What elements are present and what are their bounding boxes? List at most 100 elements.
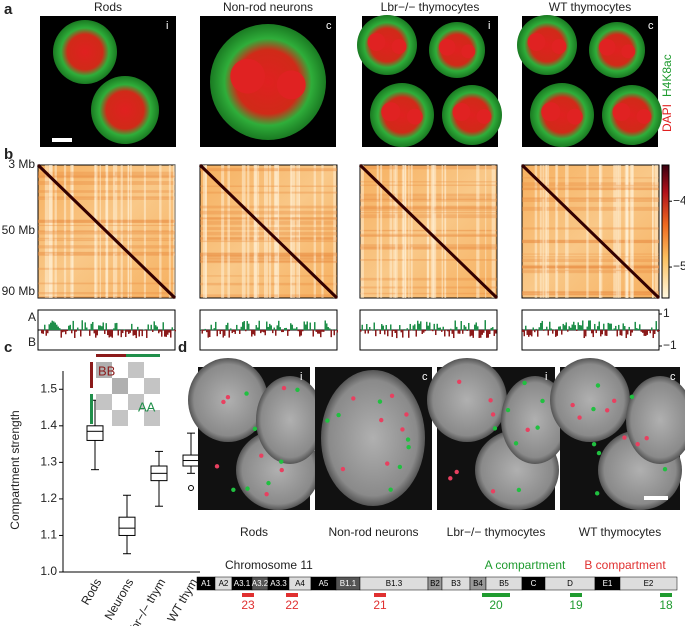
track-bar <box>294 328 296 330</box>
track-bar <box>628 326 630 330</box>
heatmap-stripe <box>200 205 337 209</box>
track-bar <box>364 330 366 334</box>
heatmap-stripe <box>393 165 396 298</box>
track-bar <box>603 323 605 330</box>
probe-label: 19 <box>569 598 583 612</box>
heatmap-stripe <box>200 231 337 236</box>
heatmap-stripe <box>565 165 569 298</box>
track-bar <box>240 326 242 330</box>
heatmap-stripe <box>159 165 162 298</box>
track-bar <box>275 330 277 336</box>
probe <box>242 593 254 597</box>
track-bar <box>53 321 55 330</box>
track-bar <box>586 326 588 330</box>
chromocenter <box>406 108 423 125</box>
colorbar-tick-label: −5 <box>673 259 685 273</box>
chromocenter <box>636 109 652 124</box>
probe <box>570 593 582 597</box>
nucleus <box>517 15 577 75</box>
track-bar <box>117 330 119 336</box>
heatmap-stripe <box>173 165 176 298</box>
track-bar <box>417 320 419 330</box>
track-bar <box>552 330 554 334</box>
track-bar <box>204 328 206 330</box>
fish-spot <box>591 441 597 447</box>
heatmap-stripe <box>274 165 279 298</box>
track-bar <box>562 323 564 330</box>
track-bar <box>619 330 621 336</box>
track-bar <box>469 330 471 337</box>
track-bar <box>228 330 230 338</box>
fish-spot <box>454 469 459 475</box>
track-bar <box>312 330 314 337</box>
track-bar <box>249 330 251 331</box>
track-bar <box>403 329 405 330</box>
track-bar <box>466 330 468 331</box>
heatmap-stripe <box>200 258 337 263</box>
fish-spot <box>340 466 346 472</box>
track-bar <box>63 330 65 332</box>
heatmap-stripe <box>444 165 447 298</box>
heatmap-stripe <box>200 261 337 264</box>
probe <box>286 593 298 597</box>
y-tick-label: 1.5 <box>40 381 57 395</box>
track-bar <box>44 324 46 330</box>
heatmap-stripe <box>241 165 246 298</box>
track-bar <box>648 330 650 331</box>
track-bar <box>128 330 130 334</box>
track-bar <box>48 324 50 330</box>
fish-spot <box>295 387 300 392</box>
track-bar <box>132 330 134 336</box>
track-bar <box>260 330 262 334</box>
track-bar <box>637 328 639 330</box>
track-bar <box>474 324 476 330</box>
track-bar <box>245 330 247 332</box>
nucleus <box>256 376 324 464</box>
track-bar <box>481 330 483 335</box>
track-bar <box>269 323 271 330</box>
chromocenter <box>452 103 471 121</box>
heatmap-stripe <box>277 165 280 298</box>
fish-spot <box>406 445 411 450</box>
inset-cell <box>144 378 160 394</box>
heatmap-stripe <box>99 165 101 298</box>
heatmap-stripe <box>333 165 336 298</box>
fish-spot <box>405 437 411 442</box>
track-bar <box>72 320 74 330</box>
fish-spot <box>389 393 395 398</box>
track-bar <box>600 330 602 337</box>
fish-spot <box>629 394 635 400</box>
heatmap-stripe <box>522 188 659 191</box>
track-bar <box>478 330 480 338</box>
track-bar <box>291 324 293 330</box>
track-bar <box>320 330 322 338</box>
nucleus <box>427 358 507 442</box>
inset-cell <box>128 362 144 378</box>
heatmap-stripe <box>476 165 480 298</box>
track-bar <box>457 330 459 334</box>
track-bar <box>574 325 576 330</box>
fish-spot <box>513 441 519 446</box>
inset-bar <box>90 394 93 424</box>
track-bar <box>522 330 524 332</box>
fish-spot <box>214 464 220 469</box>
scale-bar <box>644 496 668 500</box>
track-bar <box>591 330 593 334</box>
chromocenter <box>438 38 456 56</box>
track-bar <box>609 323 611 330</box>
track-bar <box>290 323 292 330</box>
chromocenter <box>476 109 492 124</box>
track-bar <box>375 330 377 337</box>
track-bar <box>327 327 329 330</box>
track-bar <box>300 330 302 336</box>
band-label: E1 <box>603 579 613 588</box>
track-bar <box>89 330 91 336</box>
track-bar <box>453 330 455 339</box>
track-bar <box>60 330 62 338</box>
track-bar <box>111 330 113 338</box>
fish-spot <box>325 418 330 423</box>
heatmap-stripe <box>522 239 659 244</box>
box <box>86 425 104 441</box>
track-bar <box>153 321 155 330</box>
track-bar <box>606 330 608 336</box>
